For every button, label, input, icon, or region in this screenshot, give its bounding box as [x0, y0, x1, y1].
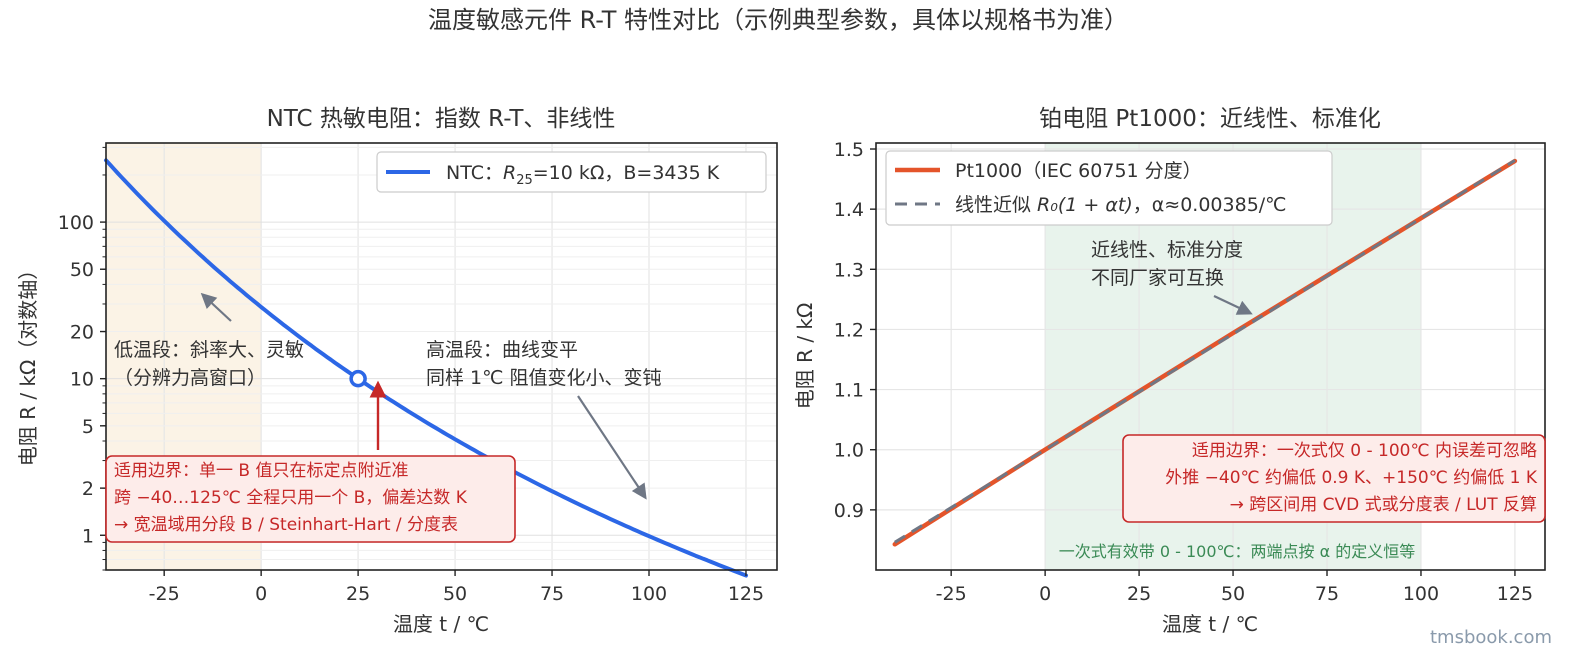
linear-approx-legend-prefix: 线性近似	[955, 194, 1037, 216]
pt1000-chart: 铂电阻 Pt1000：近线性、标准化 -25 0 25 50 75 100 125 0.9 1…	[793, 106, 1546, 636]
pt-y-tick-label: 1.2	[834, 319, 864, 341]
pt1000-note-1: 近线性、标准分度	[1091, 239, 1243, 261]
pt-y-tick-label: 0.9	[834, 500, 864, 522]
ntc-high-temp-arrow	[577, 395, 647, 500]
ntc-warning-line-3: → 宽温域用分段 B / Steinhart-Hart / 分度表	[114, 515, 458, 535]
ntc-legend-rest: =10 kΩ，B=3435 K	[533, 162, 720, 184]
watermark: tmsbook.com	[1430, 627, 1552, 648]
ntc-low-temp-arrow	[200, 292, 232, 322]
pt-x-tick-label: -25	[936, 583, 967, 605]
pt1000-y-axis-label: 电阻 R / kΩ	[793, 303, 817, 410]
ntc-legend-sub: 25	[516, 173, 533, 188]
pt-x-tick-label: 0	[1039, 583, 1051, 605]
ntc-x-tick-label: 25	[346, 583, 370, 605]
pt1000-note-arrow	[1213, 295, 1253, 315]
pt1000-warning-line-2: 外推 −40℃ 约偏低 0.9 K、+150℃ 约偏低 1 K	[1165, 468, 1538, 488]
ntc-low-temp-note-2: （分辨力高窗口）	[114, 367, 266, 389]
ntc-y-tick-label: 50	[70, 259, 94, 281]
pt-x-tick-label: 75	[1315, 583, 1339, 605]
ntc-y-axis-label: 电阻 R / kΩ（对数轴）	[16, 260, 40, 467]
ntc-legend-prefix: NTC：	[446, 162, 503, 184]
linear-approx-legend-formula: R₀(1 + αt)	[1037, 194, 1133, 216]
ntc-warning-line-1: 适用边界：单一 B 值只在标定点附近准	[114, 461, 408, 481]
ntc-y-tick-label: 100	[58, 212, 94, 234]
pt1000-legend-box	[885, 150, 1333, 226]
pt1000-warning-line-1: 适用边界：一次式仅 0 - 100℃ 内误差可忽略	[1192, 441, 1537, 461]
figure-title: 温度敏感元件 R-T 特性对比（示例典型参数，具体以规格书为准）	[428, 6, 1128, 34]
linear-approx-series-line	[894, 159, 1516, 544]
pt1000-x-axis-label: 温度 t / ℃	[1162, 612, 1258, 636]
ntc-calibration-point	[349, 369, 367, 388]
pt1000-band-note: 一次式有效带 0 - 100℃：两端点按 α 的定义恒等	[1059, 542, 1415, 561]
pt1000-legend-label: Pt1000（IEC 60751 分度）	[955, 160, 1202, 182]
pt-x-tick-label: 125	[1497, 583, 1533, 605]
pt1000-series-line	[892, 158, 1518, 547]
pt-y-tick-label: 1.0	[834, 440, 864, 462]
ntc-high-temp-note-2: 同样 1℃ 阻值变化小、变钝	[426, 367, 662, 389]
ntc-low-temp-note-1: 低温段：斜率大、灵敏	[114, 339, 304, 361]
linear-approx-legend-label: 线性近似 R₀(1 + αt)，α≈0.00385/℃	[955, 194, 1287, 216]
pt-x-tick-label: 50	[1221, 583, 1245, 605]
ntc-chart-title: NTC 热敏电阻：指数 R-T、非线性	[267, 106, 616, 132]
ntc-y-ticks: 1 2 5 10 20 50 100	[58, 146, 106, 571]
ntc-y-tick-label: 10	[70, 369, 94, 391]
pt-x-tick-label: 25	[1127, 583, 1151, 605]
ntc-warning-line-2: 跨 −40…125℃ 全程只用一个 B，偏差达数 K	[114, 488, 468, 508]
ntc-y-tick-label: 20	[70, 322, 94, 344]
pt1000-warning-line-3: → 跨区间用 CVD 式或分度表 / LUT 反算	[1230, 495, 1537, 515]
pt-y-tick-label: 1.5	[834, 139, 864, 161]
linear-approx-legend-rest: ，α≈0.00385/℃	[1133, 194, 1287, 216]
ntc-x-ticks: -25 0 25 50 75 100 125	[149, 570, 764, 605]
pt1000-y-ticks: 0.9 1.0 1.1 1.2 1.3 1.4 1.5	[834, 139, 876, 522]
ntc-y-tick-label: 1	[82, 525, 94, 547]
ntc-warning-box: 适用边界：单一 B 值只在标定点附近准 跨 −40…125℃ 全程只用一个 B，…	[105, 455, 516, 543]
ntc-y-tick-label: 5	[82, 416, 94, 438]
ntc-x-tick-label: 0	[255, 583, 267, 605]
ntc-legend: NTC：R25=10 kΩ，B=3435 K	[376, 151, 767, 193]
ntc-x-tick-label: -25	[149, 583, 180, 605]
ntc-series-line	[104, 158, 748, 578]
ntc-axes-frame	[105, 142, 778, 571]
ntc-warning-frame	[105, 455, 516, 543]
ntc-chart: NTC 热敏电阻：指数 R-T、非线性 -25 0 25 50 75 100 125 125…	[16, 106, 778, 636]
pt1000-legend: Pt1000（IEC 60751 分度） 线性近似 R₀(1 + αt)，α≈0…	[885, 150, 1333, 226]
ntc-legend-r: R	[503, 162, 516, 184]
ntc-x-tick-label: 50	[443, 583, 467, 605]
pt-y-tick-label: 1.3	[834, 259, 864, 281]
pt-y-tick-label: 1.1	[834, 380, 864, 402]
pt1000-chart-title: 铂电阻 Pt1000：近线性、标准化	[1039, 106, 1381, 132]
ntc-x-tick-label: 125	[728, 583, 764, 605]
pt1000-warning-box: 适用边界：一次式仅 0 - 100℃ 内误差可忽略 外推 −40℃ 约偏低 0.…	[1122, 434, 1546, 523]
pt1000-warning-frame	[1122, 434, 1546, 523]
pt1000-note-2: 不同厂家可互换	[1091, 267, 1224, 289]
ntc-y-tick-label: 2	[82, 478, 94, 500]
pt-x-tick-label: 100	[1403, 583, 1439, 605]
ntc-x-tick-label: 75	[540, 583, 564, 605]
ntc-legend-label: NTC：R25=10 kΩ，B=3435 K	[446, 162, 720, 188]
ntc-x-tick-label: 100	[631, 583, 667, 605]
pt1000-axes-frame	[875, 142, 1546, 571]
ntc-high-temp-note-1: 高温段：曲线变平	[426, 339, 578, 361]
ntc-legend-box	[376, 151, 767, 193]
pt1000-x-ticks: -25 0 25 50 75 100 125	[936, 570, 1533, 605]
ntc-x-axis-label: 温度 t / ℃	[393, 612, 489, 636]
pt-y-tick-label: 1.4	[834, 199, 864, 221]
